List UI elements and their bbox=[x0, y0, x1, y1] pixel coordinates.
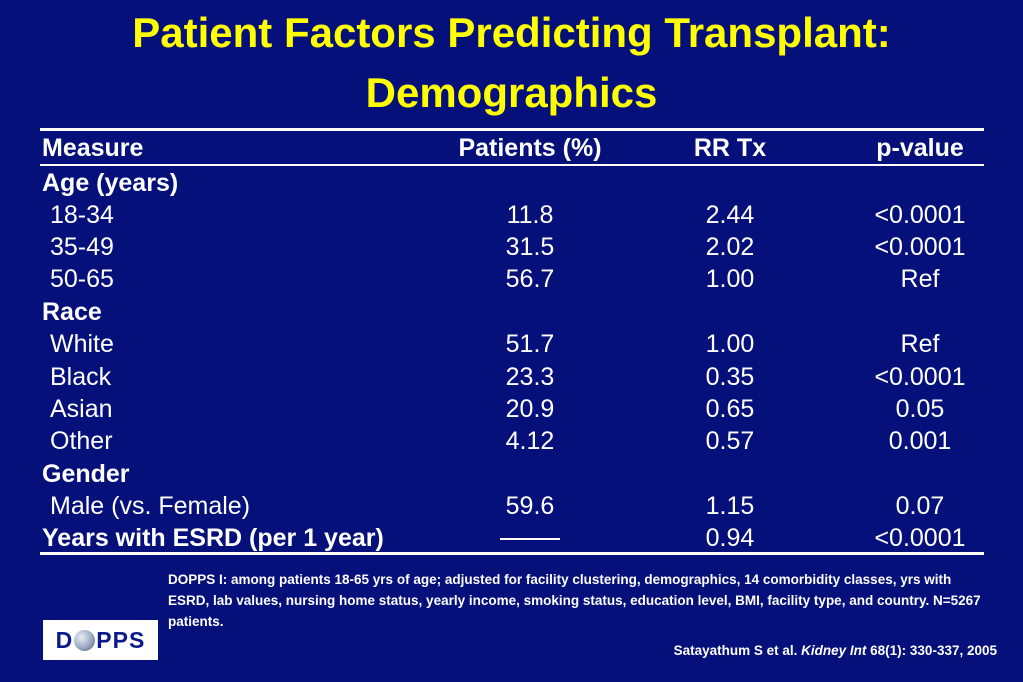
footnote: DOPPS I: among patients 18-65 yrs of age… bbox=[168, 572, 981, 629]
row-measure: Gender bbox=[42, 460, 130, 488]
citation-journal: Kidney Int bbox=[801, 643, 867, 658]
row-measure: White bbox=[50, 330, 114, 358]
row-patients: 4.12 bbox=[505, 427, 555, 455]
row-patients: 11.8 bbox=[506, 201, 554, 229]
row-measure: Age (years) bbox=[42, 169, 179, 197]
row-rr-tx: 2.02 bbox=[705, 233, 755, 261]
citation-authors: Satayathum S et al. bbox=[673, 643, 798, 658]
row-measure: 35-49 bbox=[50, 233, 114, 261]
row-measure: Male (vs. Female) bbox=[50, 492, 251, 520]
row-patients: 51.7 bbox=[505, 330, 555, 358]
row-p-value: 0.001 bbox=[888, 427, 952, 455]
table-row: White 51.7 1.00 Ref bbox=[40, 328, 984, 360]
slide-title-line-2: Demographics bbox=[365, 69, 658, 116]
row-rr-tx: 1.00 bbox=[705, 330, 755, 358]
row-measure: Race bbox=[42, 298, 102, 326]
logo-text-right: PPS bbox=[96, 626, 146, 653]
table-header-rule bbox=[40, 164, 984, 166]
citation-details: 68(1): 330-337, 2005 bbox=[870, 643, 997, 658]
row-p-value: Ref bbox=[900, 330, 940, 358]
citation: Satayathum S et al. Kidney Int 68(1): 33… bbox=[674, 643, 997, 658]
row-p-value: 0.05 bbox=[895, 395, 945, 423]
slide-title-line-1: Patient Factors Predicting Transplant: bbox=[132, 9, 891, 56]
row-p-value: <0.0001 bbox=[874, 363, 966, 391]
row-rr-tx: 0.65 bbox=[705, 395, 755, 423]
row-measure: Asian bbox=[50, 395, 113, 423]
table-row: 18-34 11.8 2.44 <0.0001 bbox=[40, 199, 984, 231]
table-row: Asian 20.9 0.65 0.05 bbox=[40, 393, 984, 425]
table-row: Other 4.12 0.57 0.001 bbox=[40, 425, 984, 457]
table-row: 35-49 31.5 2.02 <0.0001 bbox=[40, 231, 984, 263]
header-p-value: p-value bbox=[876, 134, 964, 162]
row-rr-tx: 1.15 bbox=[705, 492, 755, 520]
dash-mark bbox=[500, 538, 560, 541]
logo-text-left: D bbox=[55, 626, 74, 653]
table-row-gender-group: Gender bbox=[40, 458, 984, 490]
row-measure: 18-34 bbox=[50, 201, 114, 229]
header-measure: Measure bbox=[42, 134, 144, 162]
row-patients: 31.5 bbox=[505, 233, 555, 261]
table-bottom-rule bbox=[40, 552, 984, 555]
row-p-value: Ref bbox=[900, 265, 940, 293]
table-header-row: Measure Patients (%) RR Tx p-value bbox=[40, 132, 984, 164]
table-row: Black 23.3 0.35 <0.0001 bbox=[40, 361, 984, 393]
row-rr-tx: 0.57 bbox=[705, 427, 755, 455]
header-rr-tx: RR Tx bbox=[693, 134, 767, 162]
row-patients: 59.6 bbox=[505, 492, 555, 520]
row-rr-tx: 0.94 bbox=[705, 524, 755, 552]
dopps-logo: D PPS bbox=[43, 620, 158, 660]
row-patients: 20.9 bbox=[505, 395, 555, 423]
row-rr-tx: 1.00 bbox=[705, 265, 755, 293]
row-patients: 23.3 bbox=[505, 363, 555, 391]
table-row-age-group: Age (years) bbox=[40, 167, 984, 199]
table-row: Male (vs. Female) 59.6 1.15 0.07 bbox=[40, 490, 984, 522]
row-measure: Years with ESRD (per 1 year) bbox=[42, 524, 384, 552]
globe-icon bbox=[74, 629, 96, 651]
header-patients: Patients (%) bbox=[458, 134, 602, 162]
row-measure: Other bbox=[50, 427, 113, 455]
row-p-value: 0.07 bbox=[895, 492, 945, 520]
row-rr-tx: 0.35 bbox=[705, 363, 755, 391]
row-p-value: <0.0001 bbox=[874, 233, 966, 261]
table-top-rule bbox=[40, 128, 984, 131]
row-patients-dash bbox=[440, 522, 620, 554]
table-row: Years with ESRD (per 1 year) 0.94 <0.000… bbox=[40, 522, 984, 554]
row-measure: 50-65 bbox=[50, 265, 114, 293]
table-row: 50-65 56.7 1.00 Ref bbox=[40, 263, 984, 295]
row-measure: Black bbox=[50, 363, 112, 391]
row-rr-tx: 2.44 bbox=[705, 201, 755, 229]
table-row-race-group: Race bbox=[40, 296, 984, 328]
row-patients: 56.7 bbox=[505, 265, 555, 293]
row-p-value: <0.0001 bbox=[874, 524, 966, 552]
row-p-value: <0.0001 bbox=[874, 201, 966, 229]
